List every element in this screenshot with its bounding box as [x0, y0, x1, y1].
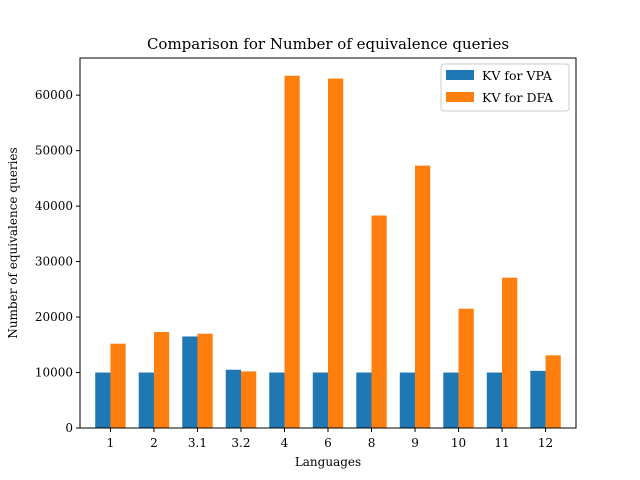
legend-label-0: KV for VPA	[482, 68, 553, 83]
bar-dfa-2	[153, 332, 170, 428]
bar-dfa-3.2	[240, 371, 257, 428]
x-tick-label: 6	[324, 436, 332, 450]
y-tick-label: 20000	[35, 310, 73, 324]
y-tick-label: 50000	[35, 144, 73, 158]
x-tick-label: 8	[368, 436, 376, 450]
bar-dfa-8	[371, 215, 387, 428]
x-tick-label: 3.1	[188, 436, 207, 450]
bars-group	[95, 75, 561, 429]
bar-vpa-11	[486, 372, 503, 428]
y-tick-label: 60000	[35, 88, 73, 102]
bar-dfa-11	[502, 277, 518, 428]
bar-vpa-4	[269, 372, 285, 428]
legend-swatch-0	[446, 70, 474, 80]
bar-dfa-9	[415, 165, 431, 428]
bar-vpa-8	[356, 372, 372, 428]
y-axis-label: Number of equivalence queries	[6, 147, 20, 338]
bar-dfa-3.1	[197, 333, 213, 428]
x-axis: 1 2 3.1 3.2 4 6 8 9 10 11 12	[107, 428, 553, 450]
bar-vpa-2	[138, 372, 154, 428]
bar-dfa-4	[284, 75, 300, 428]
x-tick-label: 10	[451, 436, 466, 450]
x-tick-label: 9	[411, 436, 419, 450]
bar-vpa-3.1	[182, 336, 198, 428]
chart-title: Comparison for Number of equivalence que…	[147, 35, 509, 53]
x-tick-label: 2	[150, 436, 158, 450]
x-axis-label: Languages	[295, 455, 361, 469]
bar-vpa-9	[399, 372, 416, 428]
x-tick-label: 3.2	[231, 436, 250, 450]
bar-vpa-3.2	[225, 369, 241, 428]
y-tick-label: 30000	[35, 255, 73, 269]
y-tick-label: 40000	[35, 199, 73, 213]
y-axis: 0 10000 20000 30000 40000 50000 60000	[35, 88, 80, 435]
bar-vpa-6	[312, 372, 328, 428]
legend-swatch-1	[446, 92, 474, 102]
bar-dfa-10	[458, 308, 474, 428]
y-tick-label: 0	[65, 421, 73, 435]
x-tick-label: 11	[494, 436, 509, 450]
x-tick-label: 1	[107, 436, 115, 450]
bar-dfa-6	[328, 78, 344, 429]
bar-dfa-12	[545, 355, 561, 428]
y-tick-label: 10000	[35, 366, 73, 380]
bar-vpa-10	[443, 372, 459, 428]
legend: KV for VPA KV for DFA	[440, 63, 570, 112]
bar-vpa-12	[530, 370, 546, 428]
x-tick-label: 4	[281, 436, 289, 450]
plot-frame	[79, 57, 577, 429]
bar-vpa-1	[95, 372, 111, 428]
bar-dfa-1	[110, 343, 126, 428]
legend-label-1: KV for DFA	[482, 90, 554, 105]
x-tick-label: 12	[538, 436, 553, 450]
